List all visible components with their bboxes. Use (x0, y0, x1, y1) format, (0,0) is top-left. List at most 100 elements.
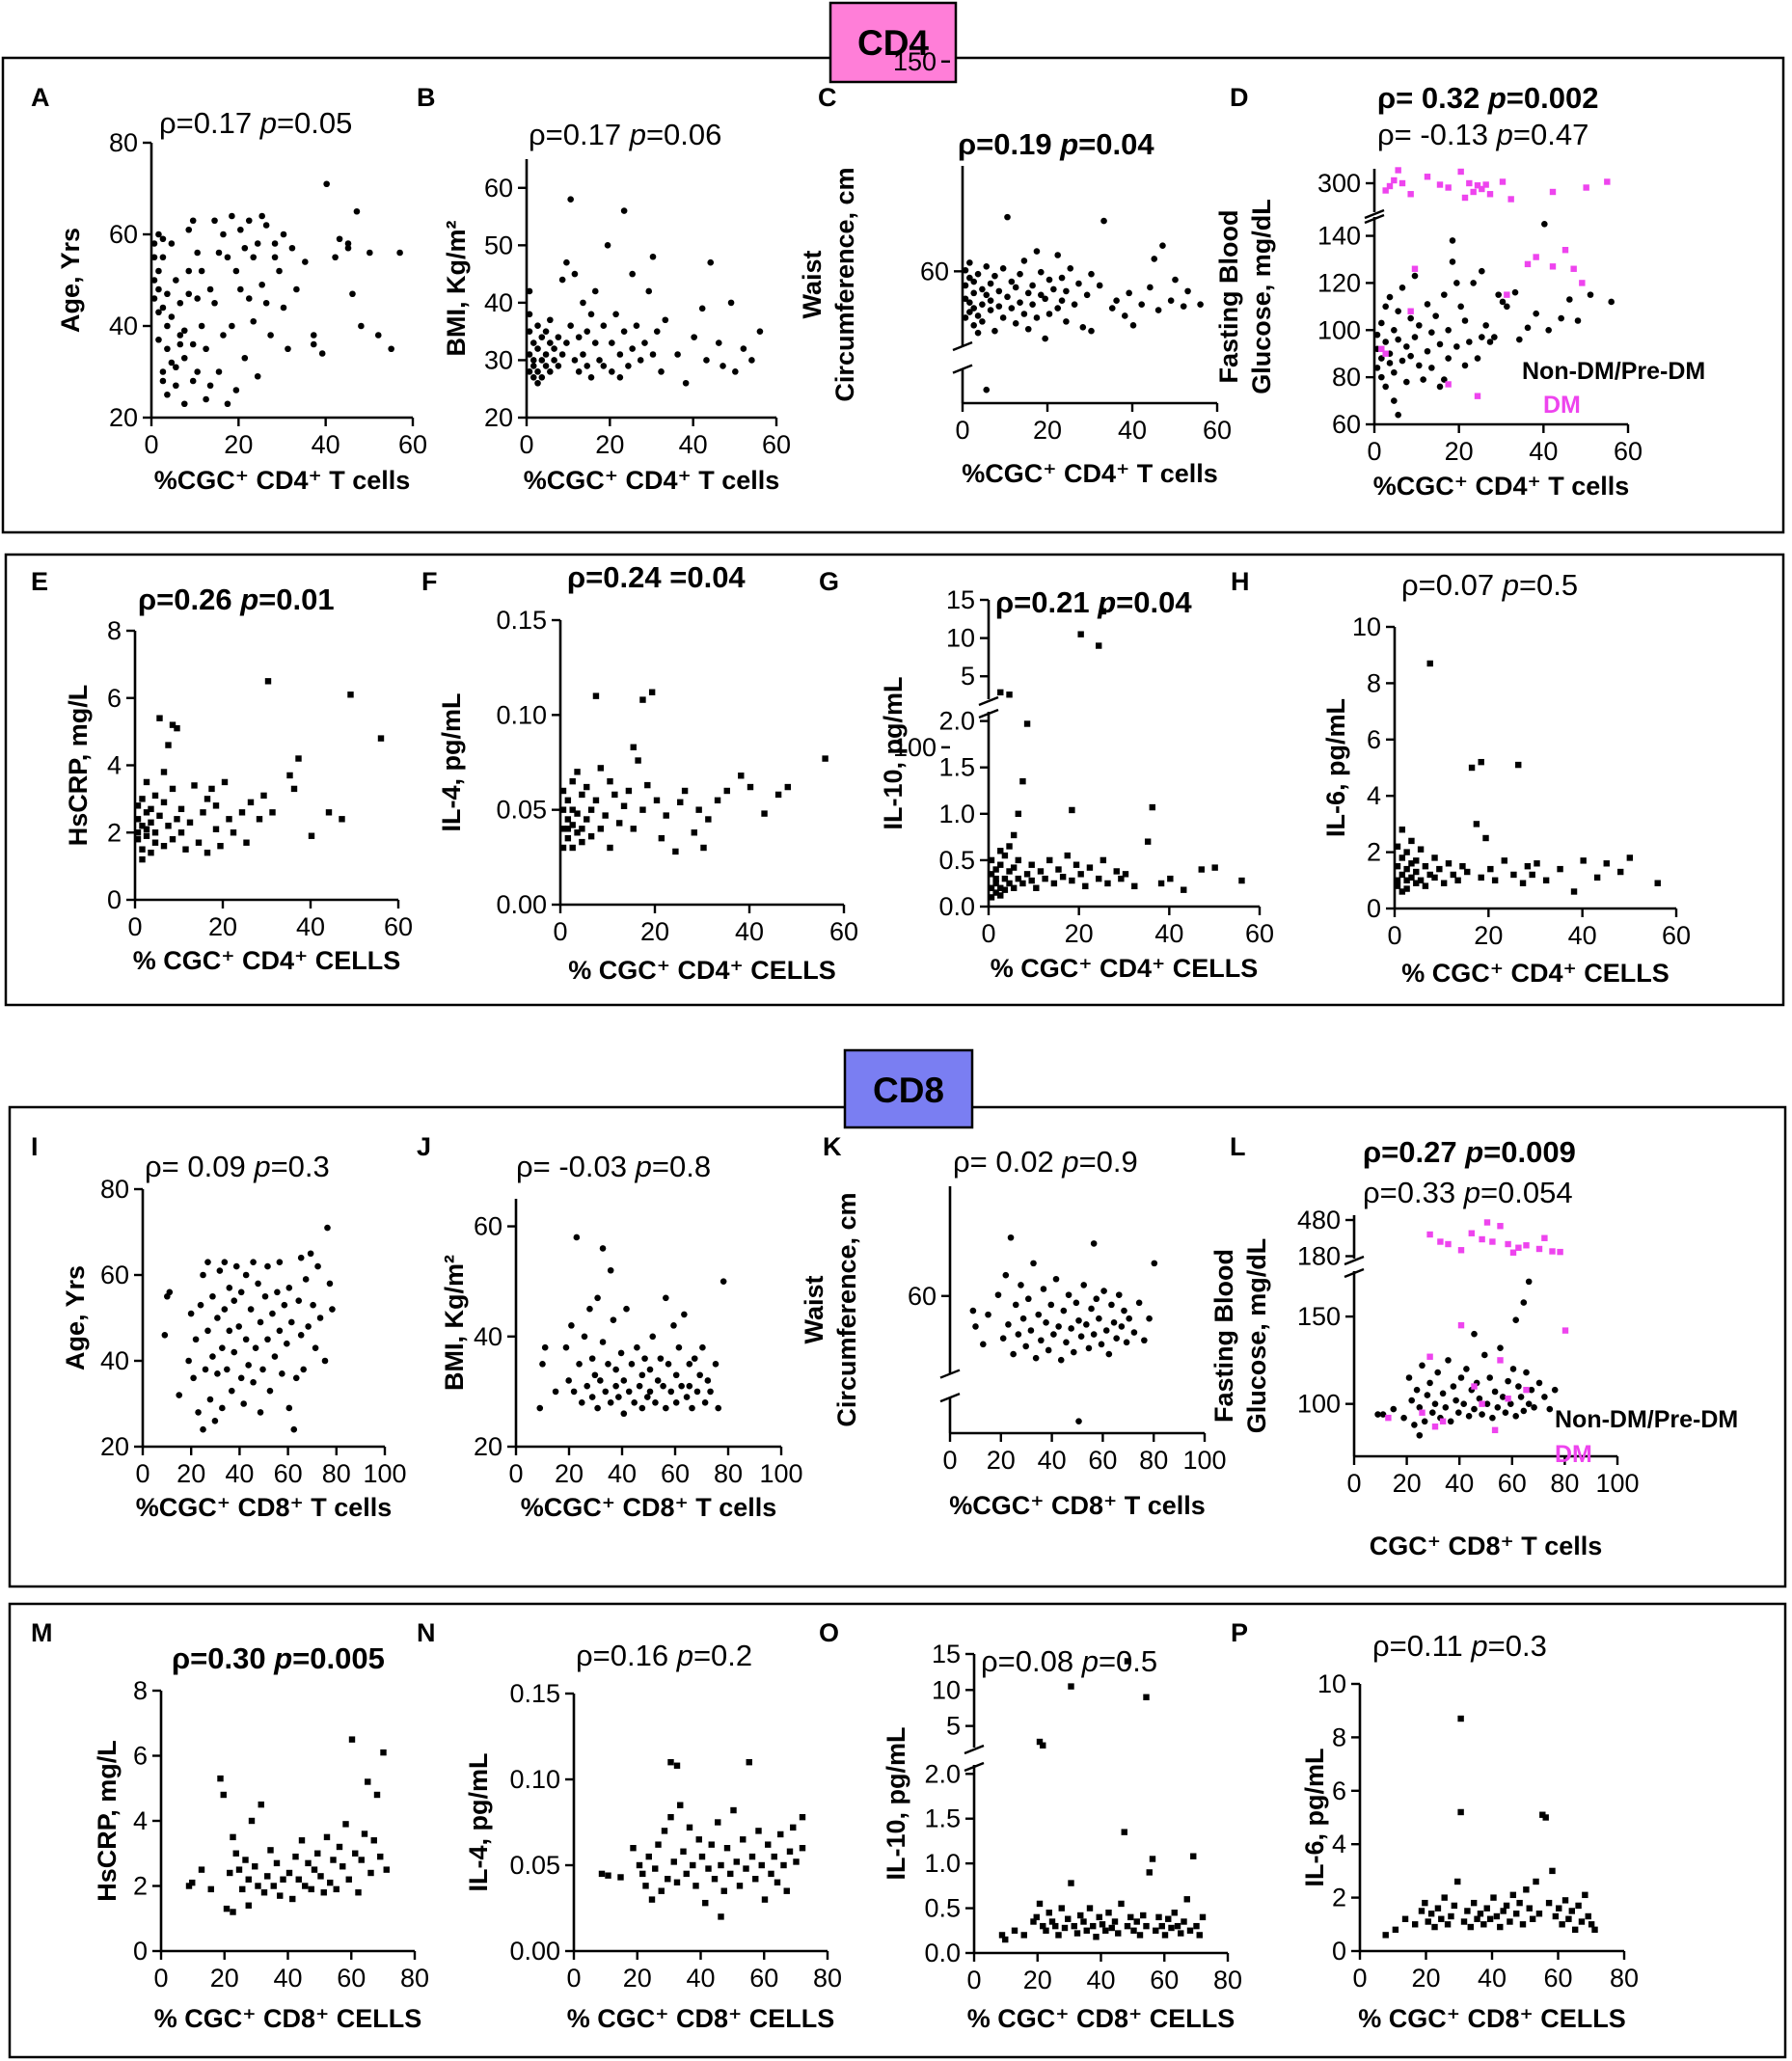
data-point (1029, 301, 1036, 308)
data-point (352, 1850, 359, 1857)
data-point (542, 328, 550, 335)
data-point (620, 328, 628, 335)
data-point (534, 368, 541, 375)
data-point (1549, 188, 1557, 196)
data-point (262, 222, 270, 229)
data-point (1574, 317, 1582, 324)
data-point (1161, 1932, 1169, 1939)
axis-break-mark (978, 695, 999, 707)
x-tick-label: 0 (1352, 1964, 1367, 1993)
data-point (1079, 323, 1087, 331)
y-axis-label: IL-4, pg/mL (437, 693, 466, 832)
data-point (189, 340, 197, 348)
data-point (1378, 373, 1385, 381)
data-point (388, 345, 394, 353)
x-tick-label: 40 (608, 1459, 637, 1488)
data-point (320, 1889, 327, 1896)
data-point (1069, 806, 1075, 814)
data-point (1100, 856, 1107, 864)
y-tick-label: 0.00 (496, 890, 547, 919)
data-point (156, 812, 163, 820)
data-point (1424, 1392, 1431, 1398)
data-point (1012, 1301, 1019, 1309)
data-point (529, 339, 537, 346)
data-point (1545, 1899, 1553, 1907)
x-tick-label: 0 (135, 1459, 149, 1488)
data-point (1583, 184, 1589, 191)
data-point (1654, 880, 1661, 886)
data-point (258, 212, 265, 220)
data-point (1552, 1912, 1560, 1920)
data-point (245, 217, 253, 225)
data-point (575, 368, 583, 375)
stat-p-label: p (1470, 1629, 1487, 1663)
data-point (526, 287, 533, 295)
y-tick-label: 4 (1332, 1830, 1346, 1858)
data-point (134, 802, 142, 809)
data-point (1524, 260, 1532, 268)
data-point (1411, 334, 1419, 340)
data-point (1391, 326, 1398, 334)
data-point (699, 1343, 706, 1351)
data-point (1172, 276, 1179, 284)
data-point (988, 894, 995, 901)
data-point (323, 1833, 331, 1841)
data-point (168, 240, 176, 247)
data-point (290, 1425, 298, 1433)
data-point (271, 240, 279, 247)
data-point (169, 785, 176, 793)
data-point (1100, 217, 1107, 225)
data-point (600, 363, 608, 369)
data-point (264, 1873, 271, 1880)
data-point (285, 1285, 293, 1291)
data-point (1394, 843, 1401, 850)
data-point (683, 1870, 690, 1878)
x-tick-label: 40 (1445, 1469, 1474, 1498)
y-tick-label: 4 (133, 1806, 148, 1835)
data-point (264, 1262, 271, 1270)
panel-e: Eρ=0.26 p=0.01 HsCRP, mg/L % CGC⁺ CD4⁺ CEL… (31, 567, 413, 975)
data-point (1058, 274, 1066, 282)
panel-letter: J (417, 1132, 431, 1161)
data-point (575, 334, 583, 340)
data-point (261, 1292, 269, 1300)
data-point (660, 1382, 666, 1390)
data-point (232, 1262, 240, 1270)
data-point (159, 254, 167, 261)
data-point (1474, 1915, 1480, 1922)
data-point (221, 778, 229, 786)
x-tick-label: 80 (400, 1964, 429, 1993)
y-tick-label: 20 (109, 403, 138, 432)
data-point (307, 1250, 314, 1258)
data-point (1400, 1414, 1407, 1422)
panel-letter: K (823, 1132, 842, 1161)
data-point (962, 295, 969, 303)
data-point (662, 316, 669, 324)
stat-rho-dm: ρ= -0.13 (1377, 118, 1497, 151)
data-point (1096, 1913, 1102, 1921)
data-point (559, 826, 567, 832)
data-point (245, 1362, 252, 1369)
data-point (237, 226, 244, 233)
data-point (1455, 1409, 1462, 1417)
data-point (345, 1876, 352, 1883)
data-point (1461, 362, 1469, 369)
panel-letter: E (31, 567, 48, 596)
data-point (579, 826, 585, 832)
y-axis-label: IL-4, pg/mL (464, 1753, 493, 1892)
y-tick-label: 0 (107, 885, 122, 914)
data-point (235, 1866, 243, 1873)
data-point (596, 357, 603, 364)
data-point (250, 254, 258, 261)
data-point (1439, 1418, 1447, 1424)
data-point (1408, 874, 1415, 881)
data-point (1015, 856, 1021, 864)
data-point (1019, 1315, 1027, 1322)
data-point (1479, 1235, 1485, 1243)
x-tick-label: 0 (153, 1964, 168, 1993)
data-point (1525, 1278, 1533, 1286)
data-point (160, 769, 168, 775)
y-tick-label: 20 (474, 1432, 502, 1461)
data-point (1130, 1927, 1137, 1934)
data-point (586, 1305, 593, 1313)
